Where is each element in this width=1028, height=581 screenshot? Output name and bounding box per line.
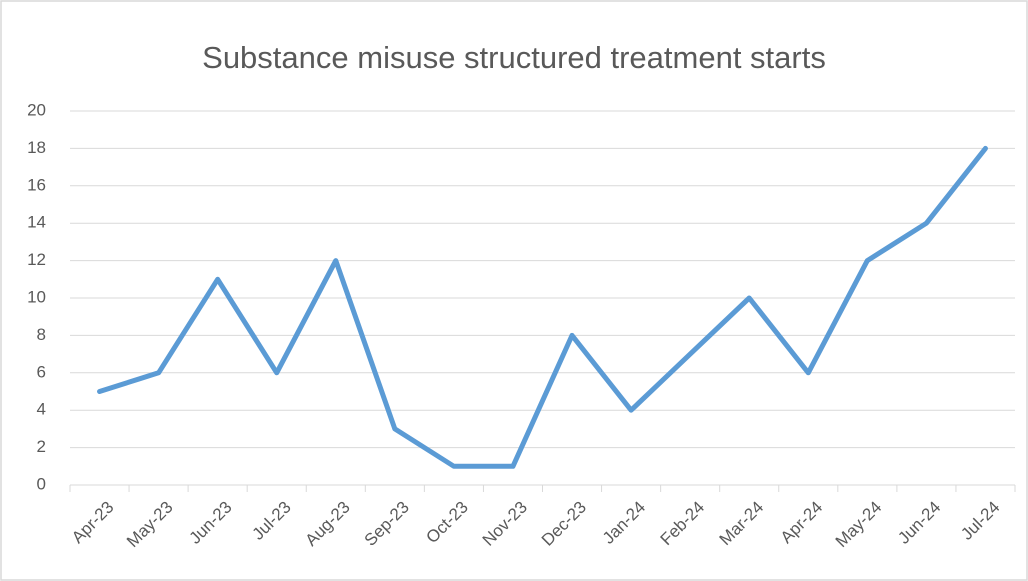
- y-tick-label: 8: [37, 325, 46, 344]
- y-tick-label: 10: [27, 287, 46, 306]
- y-tick-label: 18: [27, 138, 46, 157]
- y-tick-label: 20: [27, 100, 46, 119]
- y-tick-label: 0: [37, 474, 46, 493]
- data-line: [97, 145, 988, 469]
- y-tick-label: 2: [37, 437, 46, 456]
- y-tick-label: 16: [27, 175, 46, 194]
- y-tick-label: 12: [27, 250, 46, 269]
- y-tick-label: 4: [37, 400, 46, 419]
- y-tick-label: 6: [37, 362, 46, 381]
- y-tick-label: 14: [27, 213, 46, 232]
- chart-title: Substance misuse structured treatment st…: [202, 40, 826, 75]
